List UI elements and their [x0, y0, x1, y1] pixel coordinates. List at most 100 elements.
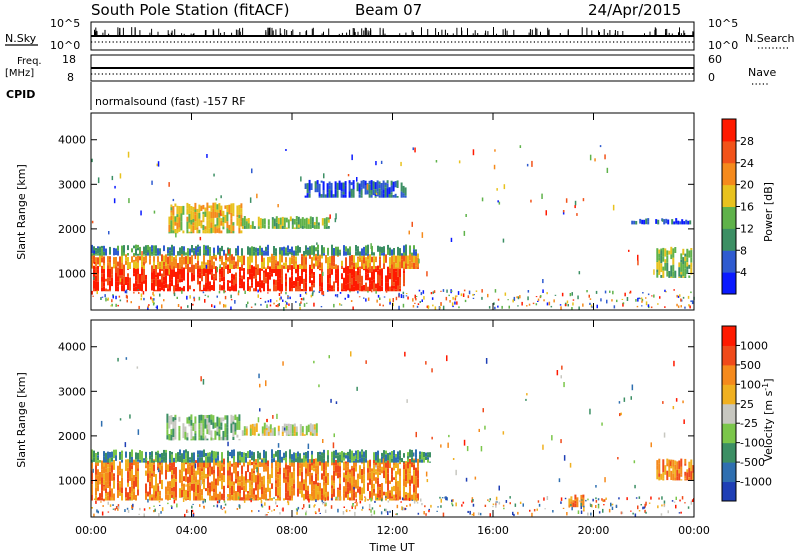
speckle-cell: [352, 503, 354, 507]
range-gate-cell: [311, 273, 313, 278]
range-gate-cell: [324, 194, 327, 198]
range-gate-cell: [175, 472, 177, 480]
range-gate-cell: [139, 273, 141, 284]
speckle-cell: [267, 292, 269, 294]
speckle-cell: [416, 501, 419, 504]
range-gate-cell: [201, 489, 203, 496]
speckle-cell: [570, 504, 572, 506]
range-gate-cell: [393, 494, 395, 499]
colorbar-frame: [721, 325, 737, 502]
speckle-cell: [264, 502, 266, 506]
range-gate-cell: [251, 423, 254, 433]
range-gate-cell: [396, 196, 399, 198]
speckle-cell: [562, 507, 565, 509]
range-gate-cell: [271, 253, 273, 261]
range-gate-cell: [353, 492, 355, 501]
range-gate-cell: [397, 262, 399, 268]
range-gate-cell: [317, 474, 319, 481]
range-gate-cell: [277, 495, 279, 498]
range-gate-cell: [215, 490, 217, 498]
range-gate-cell: [307, 485, 309, 491]
range-gate-cell: [99, 472, 101, 482]
range-gate-cell: [127, 483, 129, 487]
range-gate-cell: [295, 458, 297, 463]
range-gate-cell: [397, 255, 399, 262]
colorbar-tick-label: -500: [740, 456, 765, 469]
range-gate-cell: [199, 248, 201, 256]
range-gate-cell: [221, 480, 223, 490]
range-gate-cell: [265, 251, 267, 256]
range-gate-cell: [257, 433, 260, 436]
range-gate-cell: [224, 427, 227, 438]
range-gate-cell: [107, 495, 109, 501]
range-gate-cell: [115, 449, 117, 456]
range-gate-cell: [301, 289, 303, 292]
range-gate-cell: [293, 461, 295, 463]
speckle-cell: [405, 295, 408, 297]
range-gate-cell: [230, 224, 233, 232]
range-gate-cell: [199, 459, 201, 468]
range-gate-cell: [206, 230, 209, 234]
x-axis-label: Time UT: [368, 541, 414, 554]
range-gate-cell: [224, 415, 227, 420]
range-gate-cell: [399, 468, 401, 477]
speckle-cell: [422, 290, 425, 294]
range-gate-cell: [257, 451, 259, 454]
range-gate-cell: [306, 193, 309, 198]
range-gate-cell: [245, 494, 247, 498]
range-gate-cell: [381, 277, 383, 280]
range-gate-cell: [289, 465, 291, 473]
range-gate-cell: [143, 254, 145, 256]
range-gate-cell: [666, 263, 669, 272]
sparse-echo: [256, 193, 258, 199]
range-gate-cell: [343, 461, 345, 469]
range-gate-cell: [174, 216, 177, 222]
sparse-echo: [578, 271, 581, 275]
sparse-echo: [431, 368, 433, 373]
range-gate-cell: [163, 265, 165, 269]
speckle-cell: [275, 305, 278, 307]
range-gate-cell: [251, 497, 253, 501]
range-gate-cell: [387, 490, 389, 499]
speckle-cell: [364, 496, 366, 498]
speckle-cell: [170, 505, 173, 507]
range-gate-cell: [279, 263, 281, 269]
speckle-cell: [173, 499, 176, 504]
speckle-cell: [427, 305, 430, 308]
range-gate-cell: [263, 461, 265, 470]
speckle-cell: [408, 497, 411, 501]
range-gate-cell: [674, 247, 677, 253]
range-gate-cell: [253, 470, 255, 474]
range-gate-cell: [391, 274, 393, 280]
range-gate-cell: [97, 475, 99, 486]
range-gate-cell: [338, 180, 341, 190]
sparse-echo: [129, 414, 131, 419]
range-gate-cell: [197, 470, 199, 475]
range-gate-cell: [366, 190, 369, 195]
range-gate-cell: [159, 464, 161, 471]
range-gate-cell: [129, 493, 131, 497]
range-gate-cell: [347, 266, 349, 271]
range-gate-cell: [115, 265, 117, 273]
range-gate-cell: [253, 251, 255, 256]
speckle-cell: [687, 295, 690, 299]
range-gate-cell: [226, 221, 229, 229]
range-gate-cell: [345, 284, 347, 288]
range-gate-cell: [331, 457, 333, 463]
range-gate-cell: [121, 459, 123, 463]
speckle-cell: [370, 497, 372, 502]
range-gate-cell: [273, 253, 275, 256]
range-gate-cell: [291, 485, 293, 491]
range-gate-cell: [289, 495, 291, 501]
speckle-cell: [347, 294, 349, 298]
range-gate-cell: [275, 451, 277, 457]
range-gate-cell: [147, 252, 149, 256]
range-gate-cell: [127, 273, 129, 277]
range-gate-cell: [167, 488, 169, 492]
speckle-cell: [677, 305, 680, 308]
range-gate-cell: [241, 465, 243, 475]
range-gate-cell: [313, 426, 316, 430]
colorbar-tick-label: -1000: [740, 476, 772, 489]
speckle-cell: [257, 294, 259, 298]
range-gate-cell: [403, 461, 405, 463]
